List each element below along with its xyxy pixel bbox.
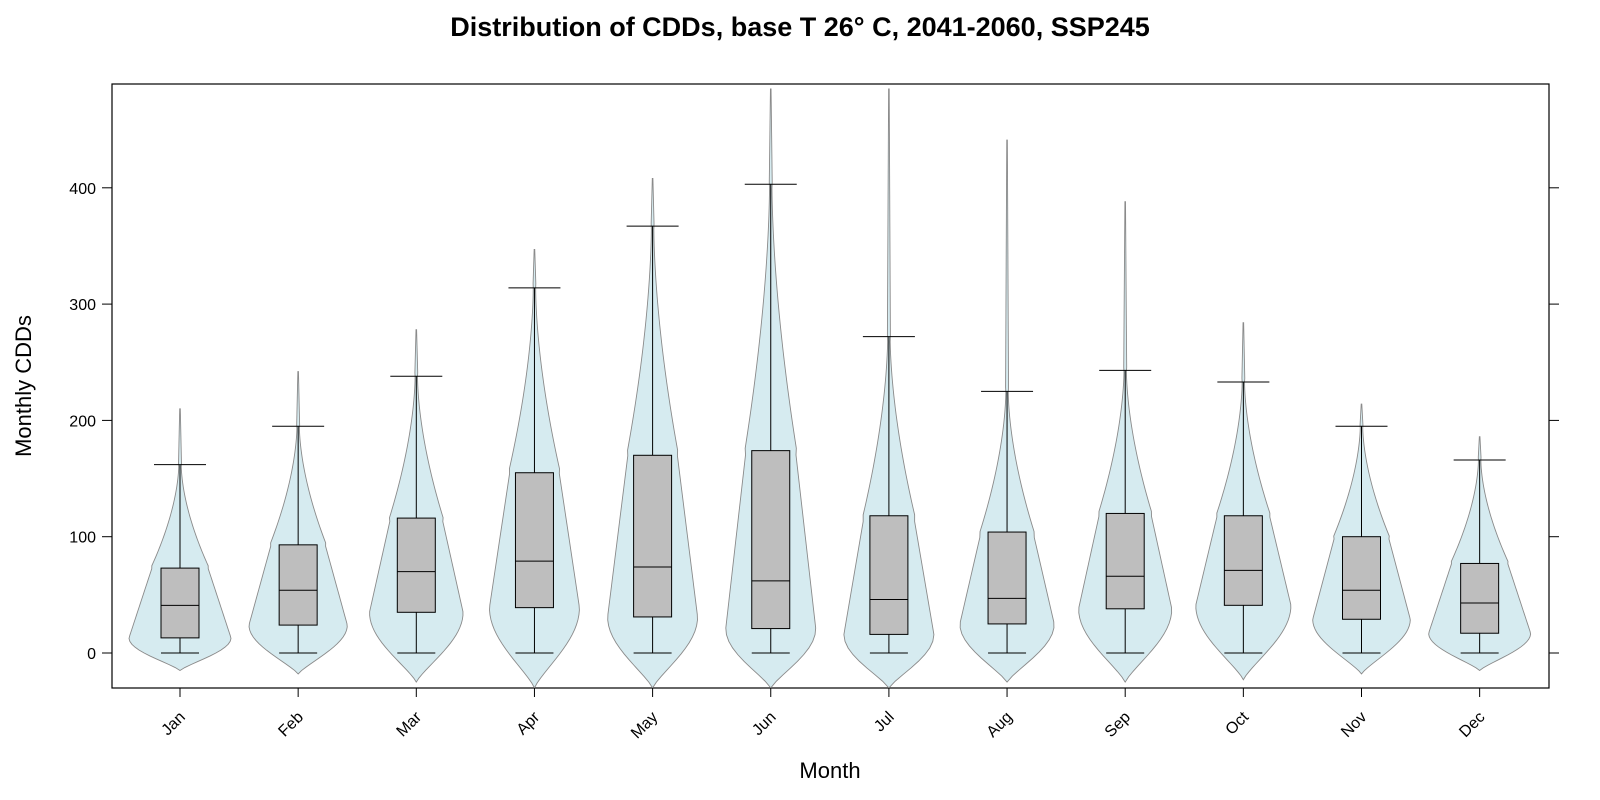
iqr-box (514, 472, 554, 609)
iqr-box (278, 544, 318, 626)
violin-group-apr (489, 248, 580, 689)
y-axis-label: Monthly CDDs (11, 315, 36, 457)
iqr-box (633, 454, 673, 618)
x-tick-label: Jan (159, 709, 189, 739)
violin-group-jul (843, 88, 935, 689)
violin-group-dec (1428, 436, 1532, 672)
chart-title: Distribution of CDDs, base T 26° C, 2041… (450, 12, 1150, 42)
y-tick-label: 300 (69, 297, 96, 314)
violin-group-may (607, 178, 698, 689)
x-tick-label: Sep (1102, 709, 1134, 741)
violin-group-nov (1312, 403, 1411, 675)
y-tick-label: 400 (69, 181, 96, 198)
x-tick-label: Aug (984, 709, 1016, 741)
x-tick-label: Nov (1338, 709, 1370, 741)
y-tick-label: 0 (87, 646, 96, 663)
violin-group-oct (1195, 322, 1292, 681)
violin-group-feb (248, 371, 348, 675)
iqr-box (987, 531, 1027, 625)
violin-group-sep (1078, 201, 1173, 683)
iqr-box (1105, 512, 1145, 610)
iqr-box (160, 567, 200, 639)
x-tick-label: Apr (514, 708, 544, 738)
violin-group-aug (959, 139, 1055, 683)
iqr-box (751, 450, 791, 630)
plot-layer (128, 88, 1532, 689)
x-tick-label: Jul (871, 709, 897, 735)
iqr-box (1460, 562, 1500, 634)
iqr-box (396, 517, 436, 613)
y-tick-label: 100 (69, 530, 96, 547)
iqr-box (1342, 536, 1381, 620)
violin-group-jan (128, 408, 232, 671)
plot-frame (111, 83, 1550, 689)
x-tick-label: May (628, 709, 661, 742)
violin-group-jun (725, 88, 817, 689)
x-tick-label: Jun (749, 709, 779, 739)
x-tick-label: Oct (1223, 708, 1253, 738)
x-tick-label: Feb (275, 709, 307, 741)
x-tick-label: Mar (394, 708, 426, 740)
x-tick-label: Dec (1456, 709, 1488, 741)
violin-group-mar (369, 329, 464, 683)
iqr-box (869, 515, 909, 635)
iqr-box (1223, 515, 1263, 606)
x-axis-label: Month (799, 758, 860, 783)
y-tick-label: 200 (69, 413, 96, 430)
